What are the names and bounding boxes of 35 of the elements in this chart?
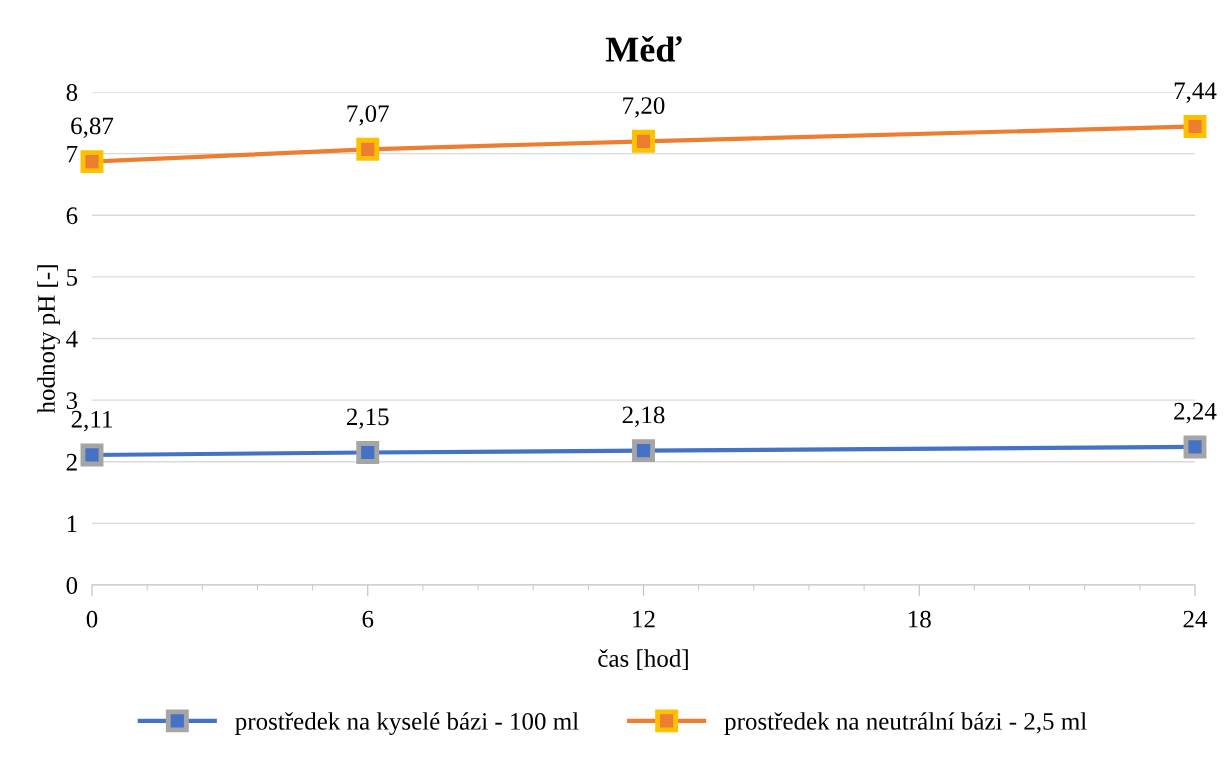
y-tick-label: 3 — [66, 392, 78, 410]
y-tick-label: 1 — [67, 515, 77, 533]
x-axis-title: čas [hod] — [598, 649, 688, 671]
x-tick-label: 18 — [908, 610, 931, 628]
x-tick-label: 12 — [633, 610, 655, 628]
y-tick-label: 0 — [66, 577, 78, 594]
x-tick-label: 6 — [362, 610, 374, 628]
x-tick-label: 0 — [86, 610, 98, 628]
point — [1183, 115, 1207, 138]
x-tick-label: 24 — [1183, 610, 1208, 628]
point — [80, 443, 104, 467]
point — [632, 439, 655, 463]
y-tick-label: 8 — [66, 84, 78, 101]
y-tick-label: 4 — [66, 330, 78, 348]
data-label: 2,11 — [71, 410, 112, 432]
y-axis-title: hodnoty pH [-] — [37, 265, 61, 414]
point — [80, 150, 104, 174]
chart-title: Měď — [605, 35, 682, 62]
point — [356, 441, 380, 464]
data-label: 7,07 — [347, 105, 389, 126]
y-tick-label: 2 — [66, 453, 77, 471]
legend-label: prostředek na neutrální bázi - 2,5 ml — [724, 712, 1087, 735]
data-label: 2,15 — [346, 408, 389, 429]
data-label: 6,87 — [71, 117, 114, 138]
y-tick-label: 6 — [66, 207, 78, 225]
data-label: 2,18 — [622, 406, 665, 427]
point — [632, 129, 655, 153]
point — [1183, 435, 1207, 459]
data-label: 7,44 — [1174, 82, 1217, 103]
data-label: 7,20 — [623, 97, 665, 118]
y-tick-label: 5 — [67, 269, 78, 286]
y-tick-label: 7 — [67, 145, 78, 163]
data-label: 2,24 — [1174, 402, 1217, 424]
legend-label: prostředek na kyselé bázi - 100 ml — [235, 712, 579, 735]
point — [356, 137, 380, 161]
